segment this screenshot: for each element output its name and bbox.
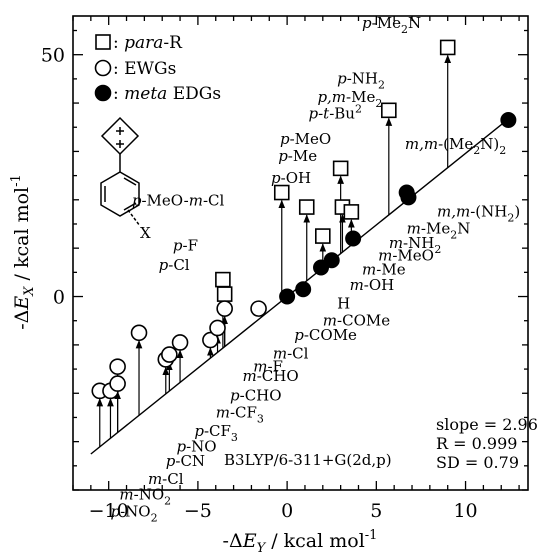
point-label: m-CHO: [243, 367, 299, 385]
point-label: m-Cl: [273, 344, 309, 362]
point-label: p-Cl: [159, 256, 190, 274]
x-tick-label: −5: [184, 500, 212, 522]
point-label: m-Me2N: [407, 220, 471, 242]
ewg-point: [250, 300, 267, 317]
point-label: m,m-(NH2): [437, 203, 520, 225]
fit-stat: slope = 2.96: [436, 415, 538, 434]
meta-edg-point: [295, 281, 312, 298]
fit-stat: SD = 0.79: [436, 453, 519, 472]
ewg-point: [171, 334, 189, 351]
meta-edg-point: [323, 252, 340, 269]
x-tick-label: 10: [453, 500, 477, 522]
point-label: m-F: [253, 358, 283, 376]
ewg-point: [202, 331, 219, 349]
point-label: m-MeO: [378, 247, 434, 265]
legend-entry: : para-R: [113, 33, 183, 53]
point-label: p-OH: [271, 169, 311, 187]
ewg-point: [209, 319, 226, 337]
legend-filled-circle-icon: [94, 84, 112, 102]
point-label: m-Cl: [148, 470, 184, 488]
point-label: p-NO: [176, 437, 216, 455]
para-point: [381, 102, 397, 119]
point-label: p,m-Me2: [317, 88, 382, 110]
point-label: m-COMe: [323, 312, 390, 330]
meta-edg-point: [400, 189, 417, 206]
point-label: p-NO2: [110, 503, 157, 525]
point-label: m-CF3: [216, 403, 264, 425]
ewg-point: [109, 358, 126, 375]
method-label: B3LYP/6-311+G(2d,p): [224, 451, 392, 469]
x-axis-title: -ΔEY / kcal mol-1: [223, 528, 378, 556]
point-label: H: [337, 295, 350, 313]
molecule-structure-icon: [100, 116, 141, 227]
y-tick-label: 50: [41, 45, 65, 67]
meta-edg-point: [500, 111, 517, 128]
point-label: m-OH: [350, 276, 395, 294]
point-label: m,m-(Me2N)2: [405, 135, 506, 157]
para-point: [298, 199, 315, 215]
y-tick-label: 0: [53, 287, 65, 309]
x-tick-label: 5: [370, 500, 382, 522]
meta-edg-point: [279, 288, 296, 305]
fit-stat: R = 0.999: [436, 434, 517, 453]
point-label: p-Me2N: [362, 14, 421, 36]
legend-entry: : EWGs: [113, 59, 176, 79]
point-label: p-CHO: [230, 387, 282, 405]
legend-square-icon: [95, 34, 111, 50]
ewg-point: [216, 300, 233, 317]
x-tick-label: 0: [281, 500, 293, 522]
para-point: [273, 184, 290, 201]
para-point: [332, 160, 349, 177]
point-label: p-CN: [166, 452, 205, 470]
ewg-point: [161, 346, 178, 363]
para-point: [315, 228, 331, 244]
plot-frame: [72, 15, 529, 491]
legend-open-circle-icon: [94, 59, 112, 77]
point-label: m-NO2: [119, 486, 171, 508]
para-point: [439, 39, 456, 56]
ewg-point: [130, 324, 148, 342]
legend-entry: : meta EDGs: [113, 84, 221, 104]
para-point: [215, 271, 231, 288]
substituent-x-label: X: [140, 224, 151, 242]
ewg-point: [109, 375, 126, 392]
point-label: m-NH2: [389, 234, 442, 256]
x-tick-label: −10: [89, 500, 129, 522]
point-label: p-MeO-m-Cl: [132, 192, 225, 210]
y-axis-title: -ΔEX / kcal mol-1: [9, 174, 37, 330]
meta-edg-point: [345, 230, 362, 247]
point-label: p-Me: [278, 147, 317, 165]
point-label: p-MeO: [280, 130, 331, 148]
para-point: [343, 204, 360, 220]
point-label: p-t-Bu2: [309, 103, 362, 123]
point-label: m-Me: [362, 260, 406, 278]
point-label: p-F: [173, 237, 198, 255]
point-label: p-COMe: [294, 326, 357, 344]
point-label: p-CF3: [194, 422, 238, 444]
point-label: p-NH2: [337, 70, 385, 92]
para-point: [216, 286, 233, 302]
